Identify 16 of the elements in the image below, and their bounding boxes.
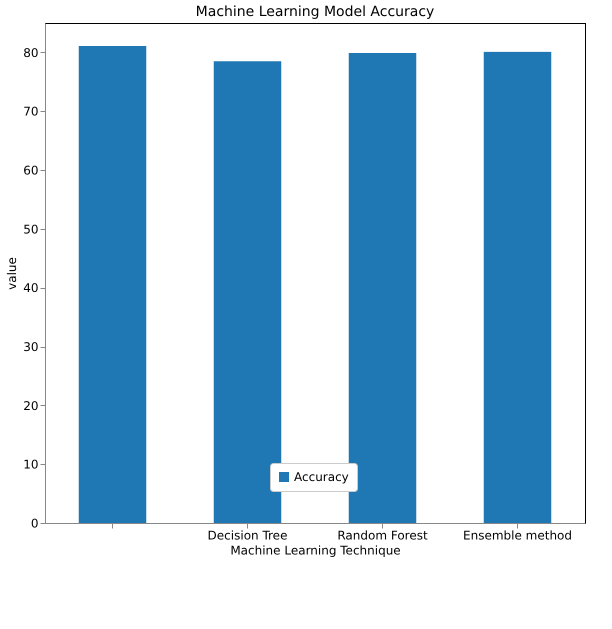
chart-title: Machine Learning Model Accuracy <box>196 4 434 20</box>
x-tick-label: Random Forest <box>337 528 428 542</box>
y-tick-label: 50 <box>23 222 38 236</box>
y-tick-label: 10 <box>23 458 38 472</box>
x-axis-title: Machine Learning Technique <box>230 544 401 558</box>
y-tick-label: 40 <box>23 281 38 296</box>
y-tick-label: 60 <box>23 164 38 178</box>
y-tick-label: 20 <box>23 398 38 413</box>
y-tick-label: 30 <box>23 340 38 354</box>
x-tick-label: Decision Tree <box>208 528 288 542</box>
legend-label: Accuracy <box>294 470 349 484</box>
y-tick-label: 0 <box>30 516 38 530</box>
x-tick-label: Ensemble method <box>462 528 572 542</box>
y-axis-title: value <box>5 257 20 290</box>
y-tick-label: 80 <box>23 46 38 60</box>
y-tick-label: 70 <box>23 104 38 119</box>
